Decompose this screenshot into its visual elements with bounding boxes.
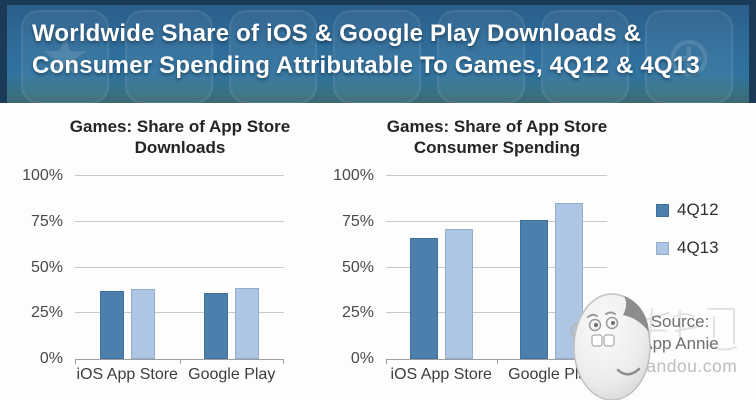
- candou-mascot: [570, 293, 651, 400]
- star-app-icon: ★: [21, 10, 109, 103]
- y-axis-label-75: 75%: [30, 212, 63, 230]
- y-axis-label-0: 0%: [39, 350, 63, 367]
- y-axis-labels: 100% 75% 50% 25% 0%: [22, 167, 69, 367]
- legend-label: 4Q13: [677, 238, 719, 257]
- x-axis-tick: [496, 359, 498, 364]
- gridline-100: [386, 175, 607, 176]
- bar-ios-app-store-4q13: [130, 289, 155, 359]
- page-title: Worldwide Share of iOS & Google Play Dow…: [32, 18, 700, 82]
- bar-ios-app-store-4q12: [99, 291, 124, 359]
- gridline-50: [386, 266, 607, 268]
- spending-chart: Games: Share of App Store Consumer Spend…: [333, 112, 607, 400]
- app-icon: [229, 10, 317, 103]
- app-icon: [125, 10, 213, 103]
- chart-title-line-1: Games: Share of App Store: [69, 117, 291, 136]
- category-group-google-play: [180, 176, 285, 359]
- chart-title-line-2: Downloads: [134, 138, 226, 157]
- y-axis-label-0: 0%: [350, 350, 374, 367]
- x-axis-label-ios-app-store: iOS App Store: [76, 366, 178, 383]
- x-axis-label-google-play: Google Play: [188, 366, 276, 383]
- category-group-ios-app-store: [75, 176, 180, 359]
- x-axis-tick: [179, 359, 181, 364]
- source-name: App Annie: [641, 334, 719, 353]
- y-axis-label-25: 25%: [30, 304, 63, 322]
- legend-item-4q12: 4Q12: [656, 200, 719, 219]
- chart-title: Games: Share of App Store Consumer Spend…: [378, 116, 616, 158]
- legend-item-4q13: 4Q13: [656, 238, 719, 257]
- gridline-25: [75, 312, 284, 314]
- x-axis-labels: iOS App Store Google Play: [386, 365, 607, 385]
- y-axis-label-75: 75%: [341, 212, 374, 230]
- bar-google-play-4q12: [204, 293, 229, 359]
- chart-title-line-2: Consumer Spending: [413, 138, 581, 157]
- chart-title: Games: Share of App Store Downloads: [61, 116, 299, 158]
- bar-google-play-4q13: [235, 287, 260, 359]
- category-group-ios-app-store: [386, 176, 497, 359]
- x-axis-tick: [386, 359, 387, 364]
- y-axis-label-100: 100%: [22, 167, 63, 184]
- legend-swatch-4q13: [656, 241, 669, 255]
- bar-ios-app-store-4q13: [444, 229, 473, 359]
- gridline-100: [75, 175, 284, 176]
- gridline-25: [386, 312, 607, 314]
- y-axis-label-25: 25%: [341, 304, 374, 322]
- bar-google-play-4q12: [520, 219, 549, 359]
- page-title-line-2: Consumer Spending Attributable To Games,…: [32, 52, 700, 79]
- gridline-75: [386, 220, 607, 222]
- y-axis-label-100: 100%: [333, 167, 374, 184]
- source-attribution: Source: App Annie: [628, 311, 732, 355]
- x-axis-label-ios-app-store: iOS App Store: [390, 366, 492, 383]
- y-axis-labels: 100% 75% 50% 25% 0%: [333, 167, 380, 367]
- bar-ios-app-store-4q12: [409, 238, 438, 359]
- app-icon: [437, 10, 525, 103]
- x-axis-labels: iOS App Store Google Play: [75, 365, 284, 385]
- app-icon: [541, 10, 629, 103]
- y-axis-label-50: 50%: [30, 258, 63, 276]
- title-banner: ★ ⊕ Worldwide Share of iOS & Google Play…: [0, 0, 756, 103]
- candou-watermark: candou.com: [637, 356, 738, 376]
- gridline-75: [75, 220, 284, 222]
- app-icon: [333, 10, 421, 103]
- plot-area: [75, 175, 284, 364]
- bars-area: [75, 176, 284, 359]
- y-axis-label-50: 50%: [341, 258, 374, 276]
- source-label: Source:: [650, 312, 710, 331]
- gridline-50: [75, 266, 284, 268]
- legend-swatch-4q12: [656, 203, 669, 217]
- x-axis-label-google-play: Google Play: [508, 366, 596, 383]
- chart-title-line-1: Games: Share of App Store: [386, 117, 608, 136]
- page-title-line-1: Worldwide Share of iOS & Google Play Dow…: [32, 20, 642, 47]
- x-axis-tick: [283, 359, 284, 364]
- legend-label: 4Q12: [677, 200, 719, 219]
- downloads-chart: Games: Share of App Store Downloads 100%…: [22, 112, 290, 400]
- x-axis-tick: [75, 359, 76, 364]
- legend: 4Q12 4Q13: [656, 200, 719, 277]
- globe-app-icon: ⊕: [645, 10, 733, 103]
